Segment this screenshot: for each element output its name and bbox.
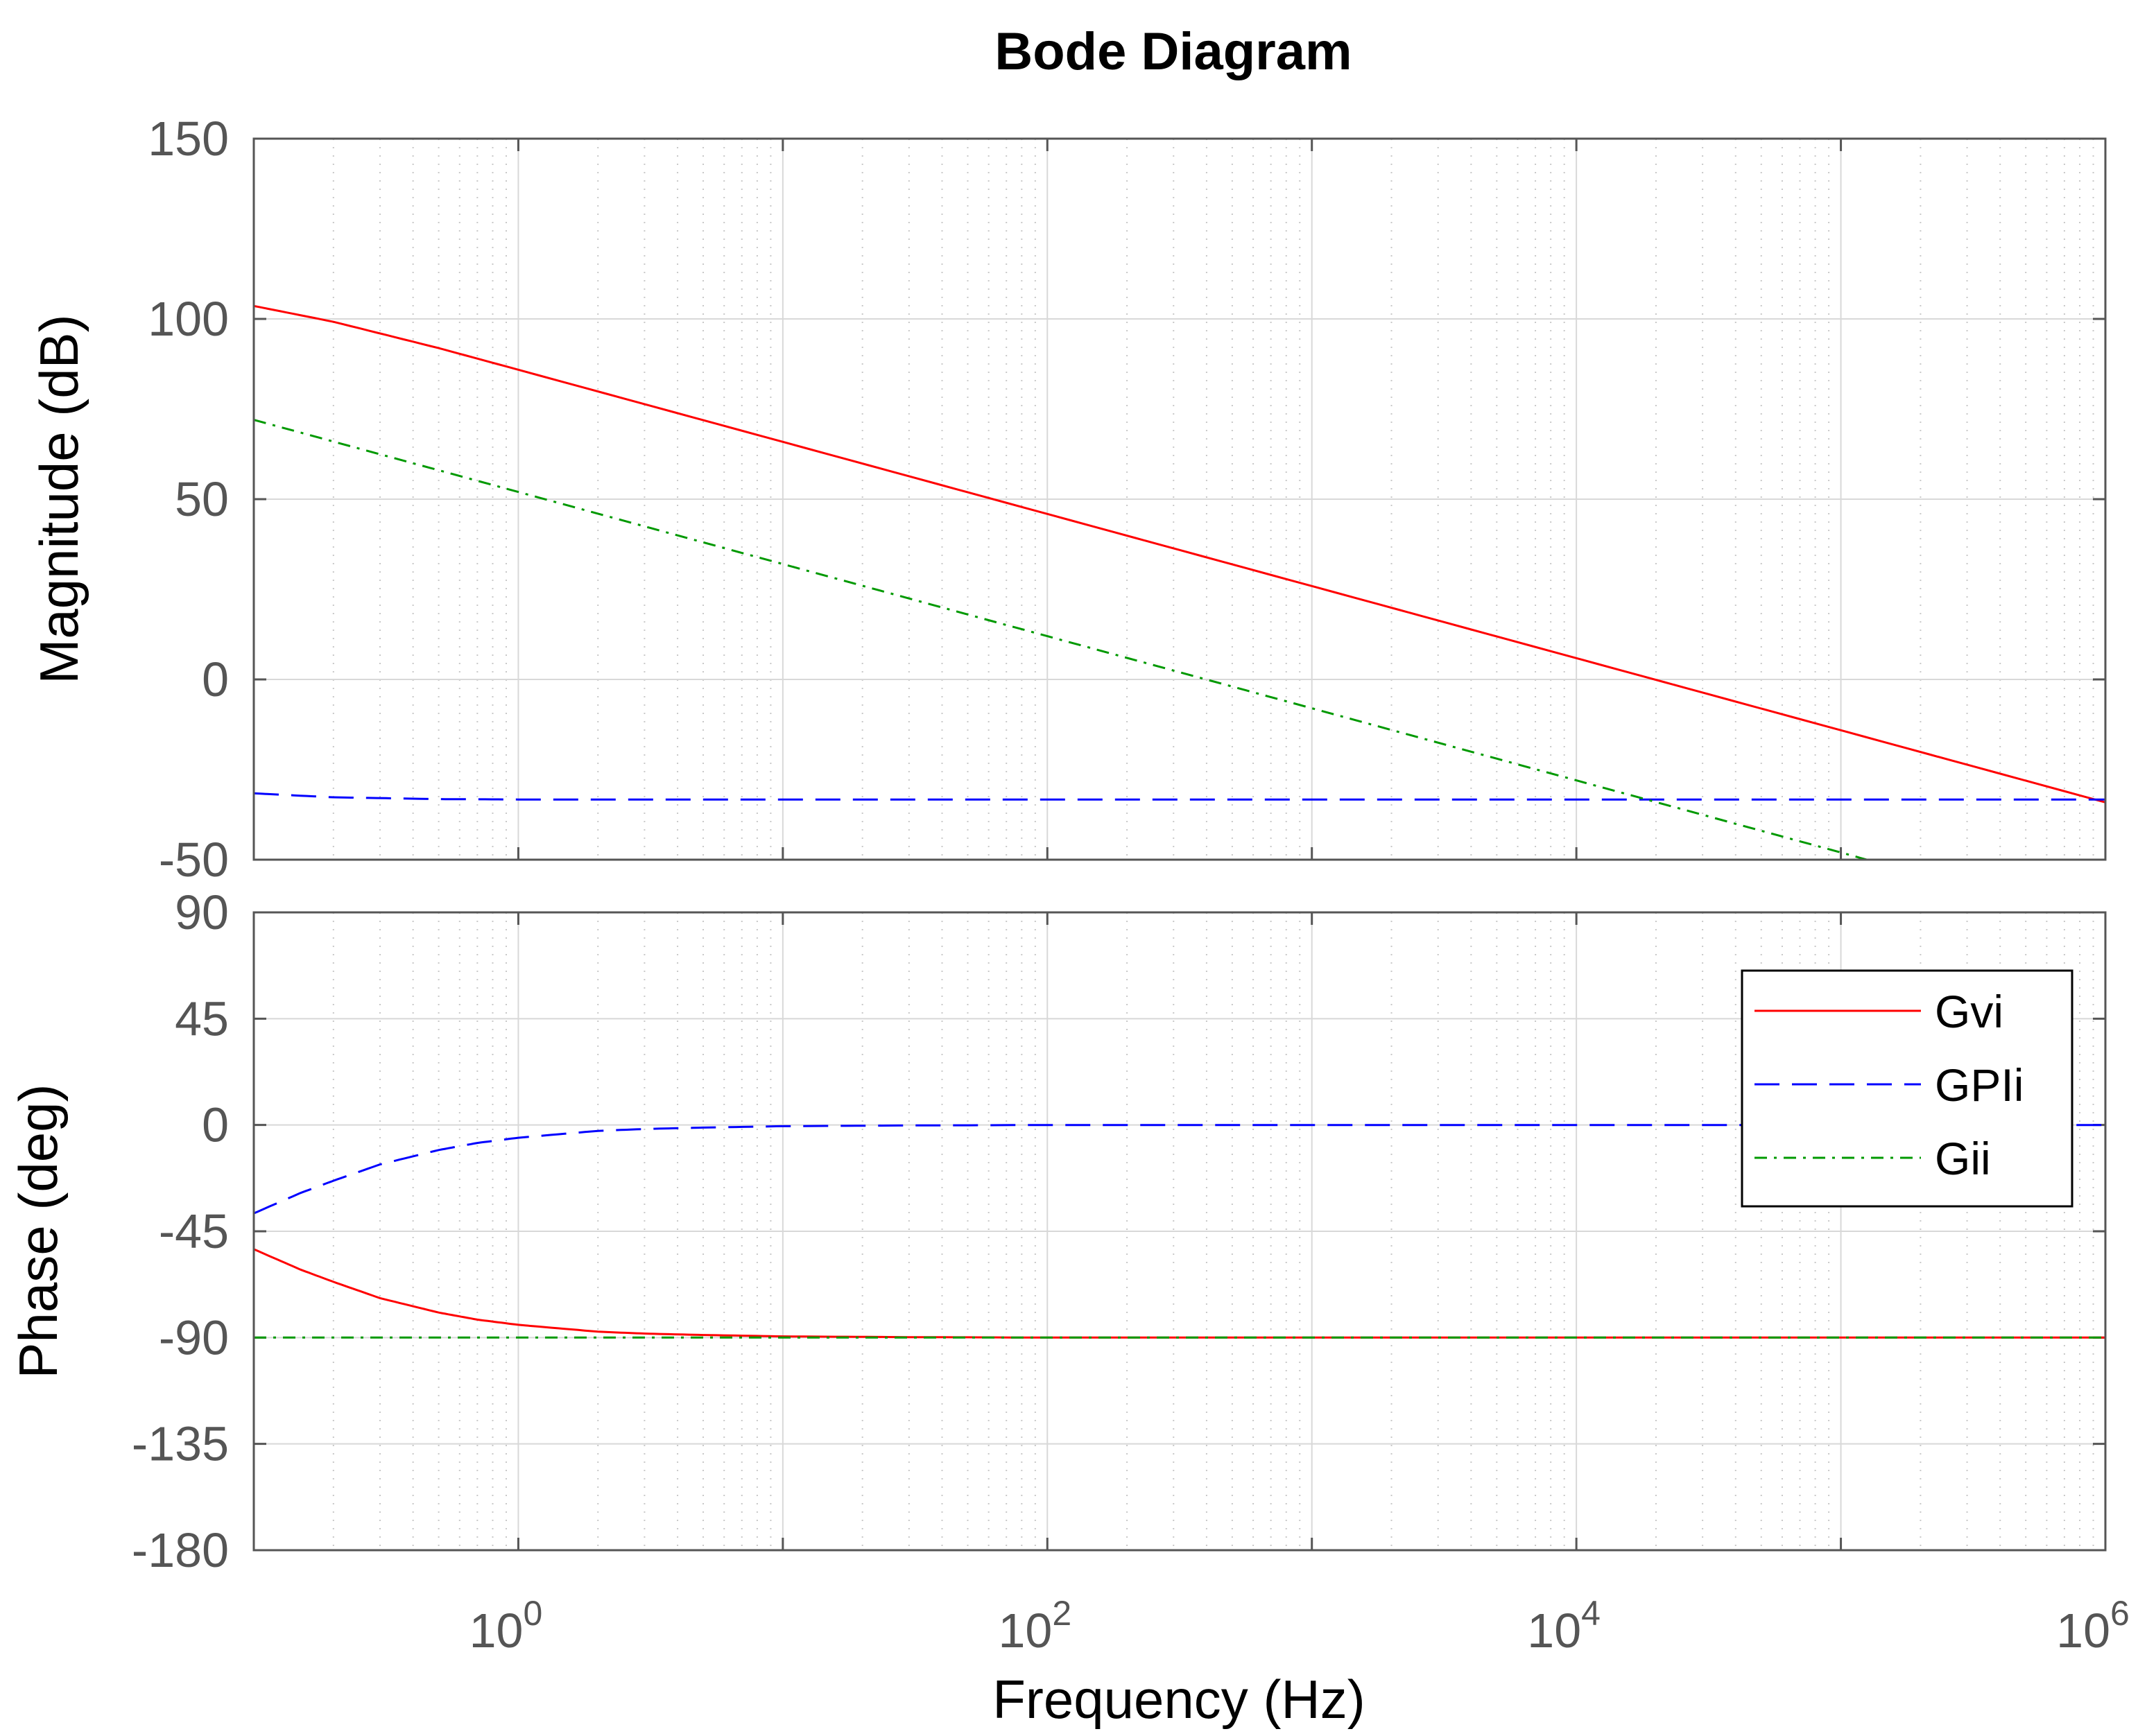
phase-ylabel: Phase (deg) bbox=[8, 1084, 69, 1379]
legend-label-gii: Gii bbox=[1935, 1133, 1991, 1184]
magnitude-series-gpii bbox=[254, 792, 2105, 801]
phase-axes-box bbox=[252, 911, 2107, 1552]
y-tick-label: 50 bbox=[175, 472, 229, 526]
legend-items: Gvi GPIi Gii bbox=[1754, 986, 2024, 1184]
x-tick-labels: 100 102 104 106 bbox=[469, 1594, 2130, 1658]
phase-series-gpii bbox=[254, 1124, 2105, 1215]
x-axis-label: Frequency (Hz) bbox=[992, 1669, 1365, 1730]
legend: Gvi GPIi Gii bbox=[1741, 969, 2073, 1208]
y-tick-label: 100 bbox=[148, 292, 229, 346]
phase-tick-labels: 90 45 0 -45 -90 -135 -180 bbox=[132, 885, 229, 1577]
y-tick-label: -50 bbox=[159, 833, 229, 887]
y-tick-label: -180 bbox=[132, 1523, 229, 1577]
phase-series bbox=[254, 1124, 2105, 1339]
magnitude-series bbox=[254, 304, 2105, 860]
y-tick-label: 150 bbox=[148, 112, 229, 166]
y-tick-label: -45 bbox=[159, 1204, 229, 1258]
chart-title: Bode Diagram bbox=[994, 22, 1352, 81]
phase-series-gvi bbox=[254, 1248, 2105, 1339]
y-tick-label: -135 bbox=[132, 1417, 229, 1471]
legend-label-gvi: Gvi bbox=[1935, 986, 2003, 1037]
magnitude-tick-labels: 150 100 50 0 -50 bbox=[148, 112, 229, 887]
x-tick-label: 100 bbox=[469, 1594, 543, 1658]
magnitude-ylabel: Magnitude (dB) bbox=[28, 314, 89, 684]
x-tick-label: 106 bbox=[2056, 1594, 2130, 1658]
y-tick-label: 0 bbox=[202, 652, 229, 706]
magnitude-series-gvi bbox=[254, 304, 2105, 804]
x-tick-label: 104 bbox=[1527, 1594, 1601, 1658]
y-tick-label: 90 bbox=[175, 885, 229, 939]
y-tick-label: -90 bbox=[159, 1310, 229, 1364]
legend-label-gpii: GPIi bbox=[1935, 1059, 2024, 1111]
y-tick-label: 0 bbox=[202, 1098, 229, 1152]
x-tick-label: 102 bbox=[998, 1594, 1071, 1658]
magnitude-axes-box bbox=[252, 137, 2107, 861]
y-tick-label: 45 bbox=[175, 991, 229, 1045]
magnitude-panel: 150 100 50 0 -50 Magnitude (dB) bbox=[28, 112, 2107, 887]
